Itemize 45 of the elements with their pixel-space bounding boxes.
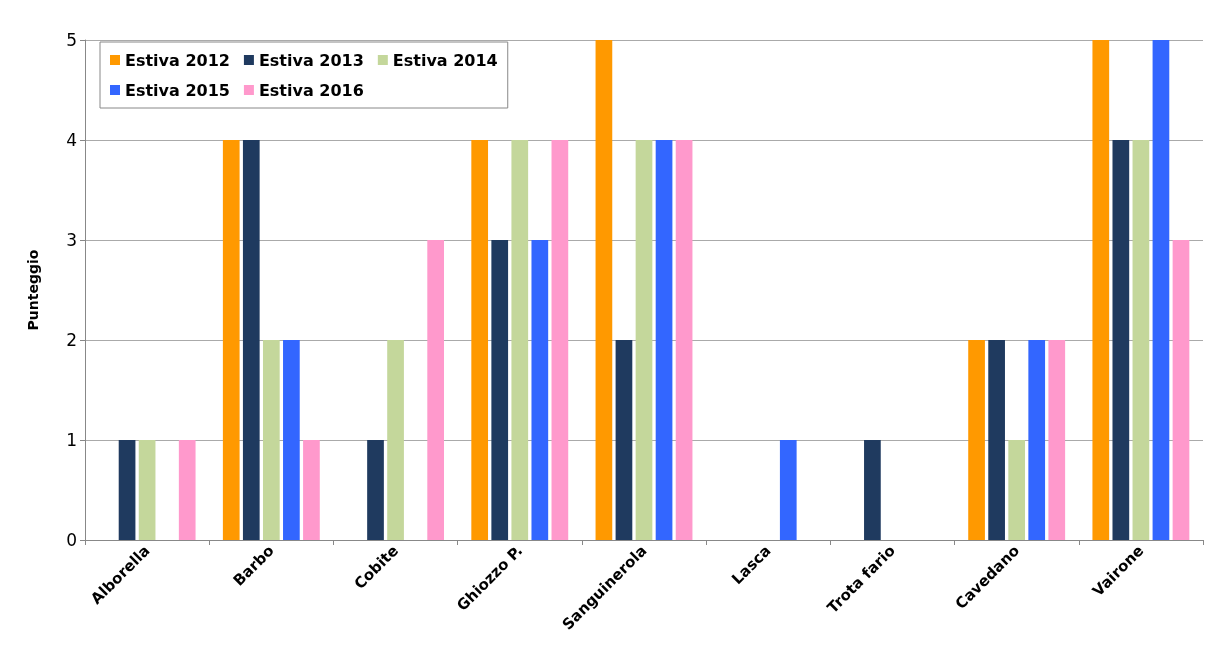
bar	[968, 340, 985, 540]
bar	[367, 440, 384, 540]
bar	[242, 140, 260, 540]
bar	[1152, 40, 1170, 540]
bar	[222, 140, 240, 540]
legend-label: Estiva 2014	[392, 50, 498, 70]
bar	[988, 340, 1005, 540]
y-tick-label: 2	[66, 330, 77, 350]
bar	[1172, 240, 1190, 540]
y-axis-title: Punteggio	[25, 249, 41, 331]
bar	[1048, 340, 1066, 540]
bar	[551, 140, 569, 540]
legend-label: Estiva 2016	[258, 80, 364, 100]
bar	[1112, 140, 1130, 540]
bar	[779, 440, 797, 540]
bar	[615, 340, 633, 540]
bar	[655, 140, 673, 540]
bar	[491, 240, 509, 540]
bar	[864, 440, 881, 540]
y-tick-label: 4	[66, 130, 77, 150]
bar	[283, 340, 300, 540]
y-tick-label: 3	[66, 230, 77, 250]
bar	[178, 440, 196, 540]
legend-label: Estiva 2012	[125, 50, 230, 70]
y-tick-label: 1	[66, 430, 77, 450]
bar	[635, 140, 653, 540]
bar	[387, 340, 404, 540]
bar	[595, 40, 613, 540]
bar	[262, 340, 280, 540]
legend-label: Estiva 2015	[125, 80, 230, 100]
bar	[303, 440, 320, 540]
bar	[511, 140, 529, 540]
legend-label: Estiva 2013	[258, 50, 364, 70]
y-tick-label: 0	[66, 530, 77, 550]
bar	[118, 440, 136, 540]
bar	[138, 440, 156, 540]
bar	[427, 240, 444, 540]
y-tick-label: 5	[66, 30, 77, 50]
bar	[1132, 140, 1150, 540]
bar	[531, 240, 549, 540]
bar	[675, 140, 693, 540]
bar	[1028, 340, 1046, 540]
bar	[471, 140, 489, 540]
bar	[1092, 40, 1110, 540]
bar	[1008, 440, 1026, 540]
